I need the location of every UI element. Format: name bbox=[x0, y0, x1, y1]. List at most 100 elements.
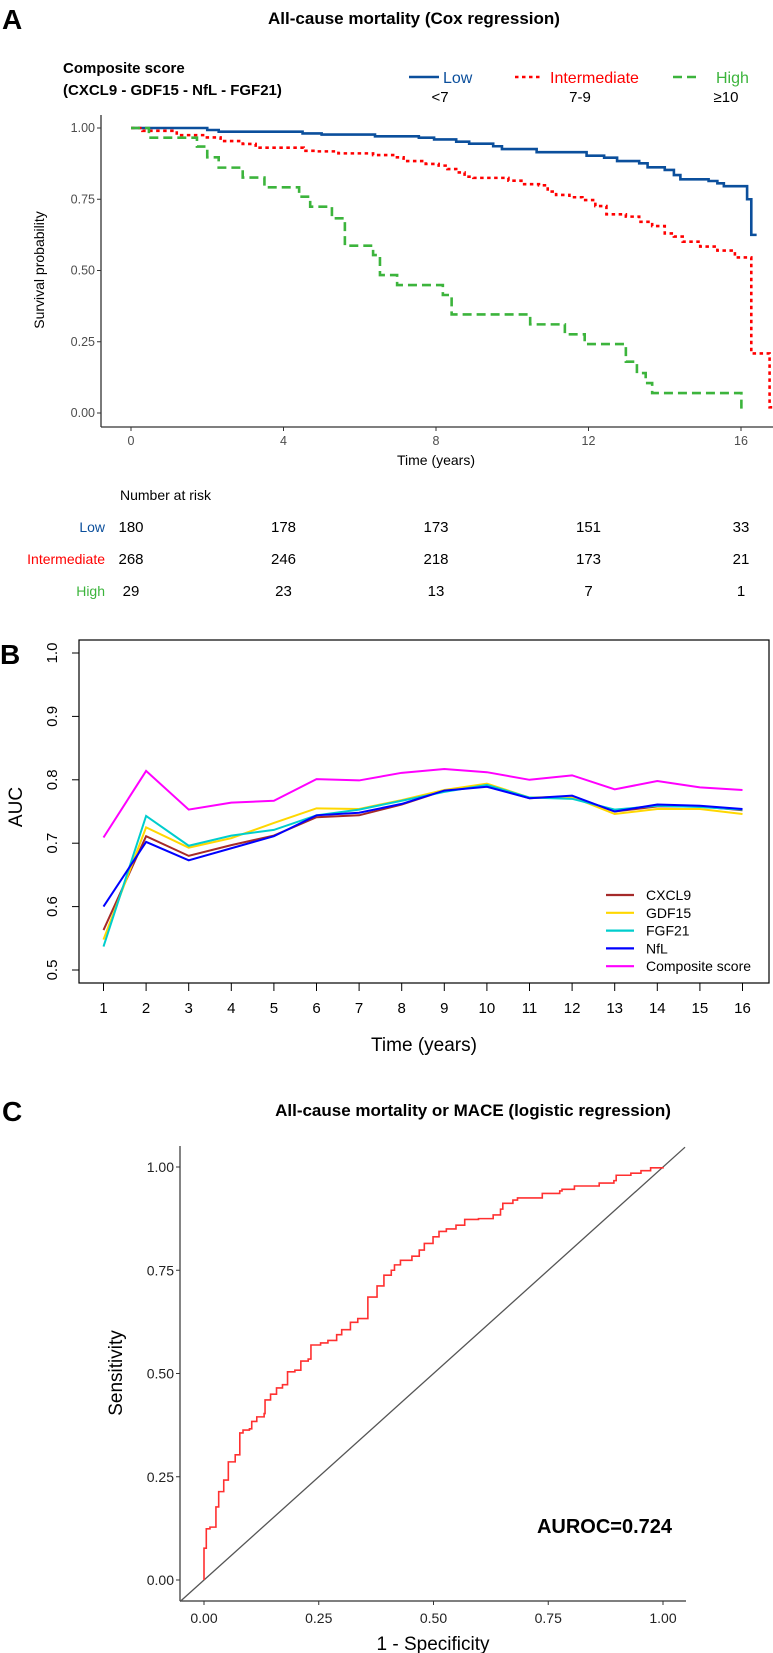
b-x-tick-label: 11 bbox=[522, 1000, 538, 1017]
legend-label: NfL bbox=[646, 940, 668, 956]
risk-value: 21 bbox=[733, 551, 750, 568]
risk-value: 7 bbox=[584, 583, 592, 600]
roc-curve bbox=[203, 1167, 664, 1580]
legend-label-intermediate: Intermediate bbox=[550, 70, 639, 87]
auc-line-gdf15 bbox=[102, 782, 743, 940]
risk-value: 29 bbox=[123, 583, 140, 600]
b-x-tick-label: 8 bbox=[398, 1000, 406, 1017]
b-y-tick-label: 1.0 bbox=[44, 643, 61, 664]
auroc-annotation: AUROC=0.724 bbox=[537, 1516, 673, 1538]
b-x-tick-label: 15 bbox=[692, 1000, 709, 1017]
legend-title-line2: (CXCL9 - GDF15 - NfL - FGF21) bbox=[63, 82, 282, 99]
risk-row-label: Intermediate bbox=[27, 551, 105, 567]
risk-value: 151 bbox=[576, 519, 601, 536]
a-ticks: 0.00 0.25 0.50 0.75 1.00 0 4 8 12 16 bbox=[71, 121, 748, 448]
a-y-tick-label: 0.25 bbox=[71, 335, 95, 349]
panel-c: C All-cause mortality or MACE (logistic … bbox=[2, 1096, 686, 1653]
b-x-tick-label: 12 bbox=[564, 1000, 581, 1017]
risk-value: 180 bbox=[118, 519, 143, 536]
b-x-tick-label: 16 bbox=[734, 1000, 751, 1017]
b-ticks: 0.50.60.70.80.91.01 2 3 4 5 6 7 8 9 10 11 12 13 14 15 1… bbox=[44, 643, 751, 1017]
km-curve-low bbox=[131, 126, 757, 237]
c-y-tick-label: 0.50 bbox=[147, 1366, 174, 1382]
auc-line-nfl bbox=[102, 785, 743, 908]
c-y-tick-label: 0.75 bbox=[147, 1262, 174, 1278]
a-x-tick-label: 12 bbox=[582, 434, 596, 448]
panel-c-title: All-cause mortality or MACE (logistic re… bbox=[275, 1101, 671, 1120]
risk-row-label: Low bbox=[79, 519, 106, 535]
b-x-tick-label: 1 bbox=[99, 1000, 107, 1017]
risk-value: 23 bbox=[275, 583, 292, 600]
legend-label: CXCL9 bbox=[646, 887, 691, 903]
km-curve-high bbox=[131, 126, 743, 413]
auc-lines bbox=[102, 768, 743, 947]
c-y-tick-label: 1.00 bbox=[147, 1159, 174, 1175]
panel-label-a: A bbox=[2, 4, 22, 35]
b-x-tick-label: 7 bbox=[355, 1000, 363, 1017]
b-y-tick-label: 0.7 bbox=[44, 833, 61, 854]
c-ticks: 0.00 0.25 0.50 0.75 1.00 0.00 0.25 0.50 0.75 1.00 bbox=[147, 1159, 677, 1626]
legend-label-low: Low bbox=[443, 70, 473, 87]
risk-value: 1 bbox=[737, 583, 745, 600]
a-y-tick-label: 1.00 bbox=[71, 121, 95, 135]
c-x-tick-label: 0.50 bbox=[420, 1610, 447, 1626]
b-x-tick-label: 3 bbox=[185, 1000, 193, 1017]
risk-value: 218 bbox=[423, 551, 448, 568]
b-x-tick-label: 14 bbox=[649, 1000, 666, 1017]
legend-range-intermediate: 7-9 bbox=[569, 89, 591, 106]
a-x-label: Time (years) bbox=[397, 452, 475, 468]
risk-value: 173 bbox=[423, 519, 448, 536]
c-y-tick-label: 0.00 bbox=[147, 1572, 174, 1588]
b-x-tick-label: 2 bbox=[142, 1000, 150, 1017]
roc-lines bbox=[179, 1146, 686, 1602]
a-y-tick-label: 0.50 bbox=[71, 264, 95, 278]
panel-label-c: C bbox=[2, 1096, 22, 1127]
a-y-tick-label: 0.00 bbox=[71, 406, 95, 420]
a-x-tick-label: 8 bbox=[433, 434, 440, 448]
b-x-tick-label: 9 bbox=[440, 1000, 448, 1017]
b-y-tick-label: 0.5 bbox=[44, 960, 61, 981]
risk-value: 33 bbox=[733, 519, 750, 536]
c-y-tick-label: 0.25 bbox=[147, 1469, 174, 1485]
c-x-label: 1 - Specificity bbox=[377, 1634, 490, 1653]
risk-value: 268 bbox=[118, 551, 143, 568]
legend-range-high: ≥10 bbox=[714, 89, 739, 106]
b-y-tick-label: 0.9 bbox=[44, 706, 61, 727]
legend-label: FGF21 bbox=[646, 923, 690, 939]
km-legend: Low <7 Intermediate 7-9 High ≥10 bbox=[409, 70, 749, 106]
legend-label-high: High bbox=[716, 70, 749, 87]
b-x-tick-label: 5 bbox=[270, 1000, 278, 1017]
c-x-tick-label: 0.25 bbox=[305, 1610, 332, 1626]
km-curves bbox=[131, 126, 773, 413]
legend-title-line1: Composite score bbox=[63, 60, 185, 77]
legend-range-low: <7 bbox=[431, 89, 448, 106]
panel-a-title: All-cause mortality (Cox regression) bbox=[268, 9, 560, 28]
auc-line-composite-score bbox=[102, 768, 743, 839]
a-y-tick-label: 0.75 bbox=[71, 192, 95, 206]
a-x-tick-label: 16 bbox=[734, 434, 748, 448]
c-x-tick-label: 1.00 bbox=[649, 1610, 676, 1626]
c-x-tick-label: 0.00 bbox=[190, 1610, 217, 1626]
a-x-tick-label: 0 bbox=[128, 434, 135, 448]
risk-row-label: High bbox=[76, 583, 105, 599]
c-x-tick-label: 0.75 bbox=[535, 1610, 562, 1626]
panel-label-b: B bbox=[0, 639, 20, 670]
risk-value: 173 bbox=[576, 551, 601, 568]
risk-table-title: Number at risk bbox=[120, 487, 212, 503]
risk-value: 178 bbox=[271, 519, 296, 536]
risk-value: 13 bbox=[428, 583, 445, 600]
b-y-tick-label: 0.6 bbox=[44, 896, 61, 917]
b-x-tick-label: 4 bbox=[227, 1000, 235, 1017]
a-x-tick-label: 4 bbox=[280, 434, 287, 448]
b-x-tick-label: 13 bbox=[606, 1000, 623, 1017]
c-y-label: Sensitivity bbox=[106, 1330, 127, 1416]
b-plot-box bbox=[78, 639, 770, 984]
panel-a: A All-cause mortality (Cox regression) C… bbox=[2, 4, 773, 600]
panel-b: B 0.50.60.70.80.91.01 2 3 4 5 6 7 8 9 10 11 12 13 14 1… bbox=[0, 639, 770, 1056]
a-y-label: Survival probability bbox=[31, 211, 47, 329]
legend-label: Composite score bbox=[646, 958, 751, 974]
risk-value: 246 bbox=[271, 551, 296, 568]
